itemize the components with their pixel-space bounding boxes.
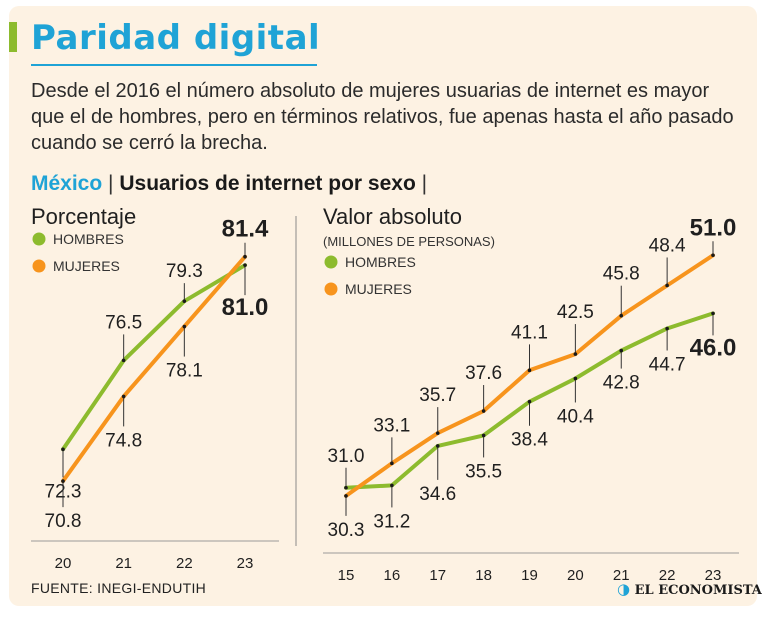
legend-label-mujeres: MUJERES (53, 258, 120, 274)
data-point (711, 311, 715, 316)
data-point (665, 326, 669, 331)
data-point (665, 283, 669, 288)
legend-label-mujeres: MUJERES (345, 281, 412, 297)
x-tick-label: 23 (237, 555, 254, 572)
data-label: 46.0 (690, 334, 737, 361)
legend-label-hombres: HOMBRES (345, 254, 416, 270)
data-point (527, 368, 532, 373)
data-point (243, 263, 247, 267)
chart-title: Valor absoluto (323, 204, 462, 229)
page-title: Paridad digital (31, 18, 321, 58)
legend-swatch-hombres (32, 232, 46, 246)
data-point (711, 253, 715, 258)
data-label: 79.3 (166, 261, 203, 282)
data-label: 42.8 (603, 373, 640, 394)
x-tick-label: 17 (429, 567, 446, 584)
x-tick-label: 20 (567, 567, 584, 584)
data-label: 81.4 (222, 216, 269, 243)
series-line-hombres (61, 263, 247, 452)
data-point (527, 399, 532, 404)
logo-text: EL ECONOMISTA (634, 583, 762, 598)
infographic-card: Paridad digital Desde el 2016 el número … (9, 6, 762, 606)
x-tick-label: 15 (338, 567, 355, 584)
data-label: 76.5 (105, 312, 142, 333)
legend-swatch-mujeres (324, 282, 338, 296)
data-point (573, 352, 578, 356)
data-label: 35.7 (419, 385, 456, 406)
data-label: 44.7 (649, 354, 686, 375)
data-label: 31.2 (373, 511, 410, 532)
legend-label-hombres: HOMBRES (53, 231, 124, 247)
data-point (435, 431, 440, 435)
data-point (121, 358, 126, 363)
heading-text: Usuarios de internet por sexo (119, 172, 416, 195)
data-label: 78.1 (166, 361, 203, 382)
data-point (182, 299, 187, 303)
data-point (619, 348, 624, 353)
data-label: 31.0 (328, 446, 365, 467)
data-point (619, 313, 624, 318)
x-tick-label: 18 (475, 567, 492, 584)
x-tick-label: 19 (521, 567, 538, 584)
data-label: 37.6 (465, 363, 502, 384)
data-point (573, 376, 578, 381)
heading-country: México (31, 172, 103, 195)
chart-subtitle: (MILLONES DE PERSONAS) (323, 234, 495, 249)
title-accent-bar (9, 22, 17, 52)
data-point (344, 494, 348, 498)
x-tick-label: 16 (384, 567, 401, 584)
data-label: 48.4 (649, 235, 686, 256)
source-note: FUENTE: INEGI-ENDUTIH (31, 580, 207, 596)
data-point (390, 483, 394, 488)
data-label: 45.8 (603, 264, 640, 285)
chart-title: Porcentaje (31, 204, 136, 229)
data-label: 42.5 (557, 302, 594, 323)
data-point (481, 433, 486, 438)
data-label: 30.3 (328, 520, 365, 541)
x-tick-label: 21 (115, 555, 132, 572)
data-label: 51.0 (690, 214, 737, 241)
publisher-logo: ◑ EL ECONOMISTA (617, 580, 762, 598)
data-label: 34.6 (419, 484, 456, 505)
x-tick-label: 22 (659, 567, 676, 584)
data-label: 40.4 (557, 406, 594, 427)
data-point (344, 485, 348, 490)
series-line-mujeres (61, 254, 247, 484)
x-tick-label: 21 (613, 567, 630, 584)
data-label: 41.1 (511, 322, 548, 343)
data-point (390, 461, 394, 466)
data-point (481, 409, 486, 413)
data-label: 70.8 (45, 511, 82, 532)
x-tick-label: 20 (55, 555, 72, 572)
economista-e-icon: ◑ (617, 580, 631, 598)
legend-swatch-mujeres (32, 259, 46, 273)
data-label: 33.1 (373, 415, 410, 436)
data-point (61, 447, 65, 452)
chart-heading: México | Usuarios de internet por sexo | (31, 172, 427, 196)
x-tick-label: 23 (705, 567, 722, 584)
data-point (61, 479, 65, 483)
data-label: 35.5 (465, 461, 502, 482)
data-label: 74.8 (105, 430, 142, 451)
data-label: 38.4 (511, 430, 548, 451)
data-point (182, 324, 187, 329)
data-point (435, 444, 440, 448)
heading-separator: | (108, 172, 114, 195)
legend-swatch-hombres (324, 255, 338, 269)
data-point (121, 394, 126, 399)
x-tick-label: 22 (176, 555, 193, 572)
title-underline (31, 64, 317, 66)
heading-separator-end: | (421, 172, 428, 195)
data-point (243, 254, 247, 259)
data-label: 81.0 (222, 294, 269, 321)
page-subtitle: Desde el 2016 el número absoluto de muje… (31, 80, 734, 154)
